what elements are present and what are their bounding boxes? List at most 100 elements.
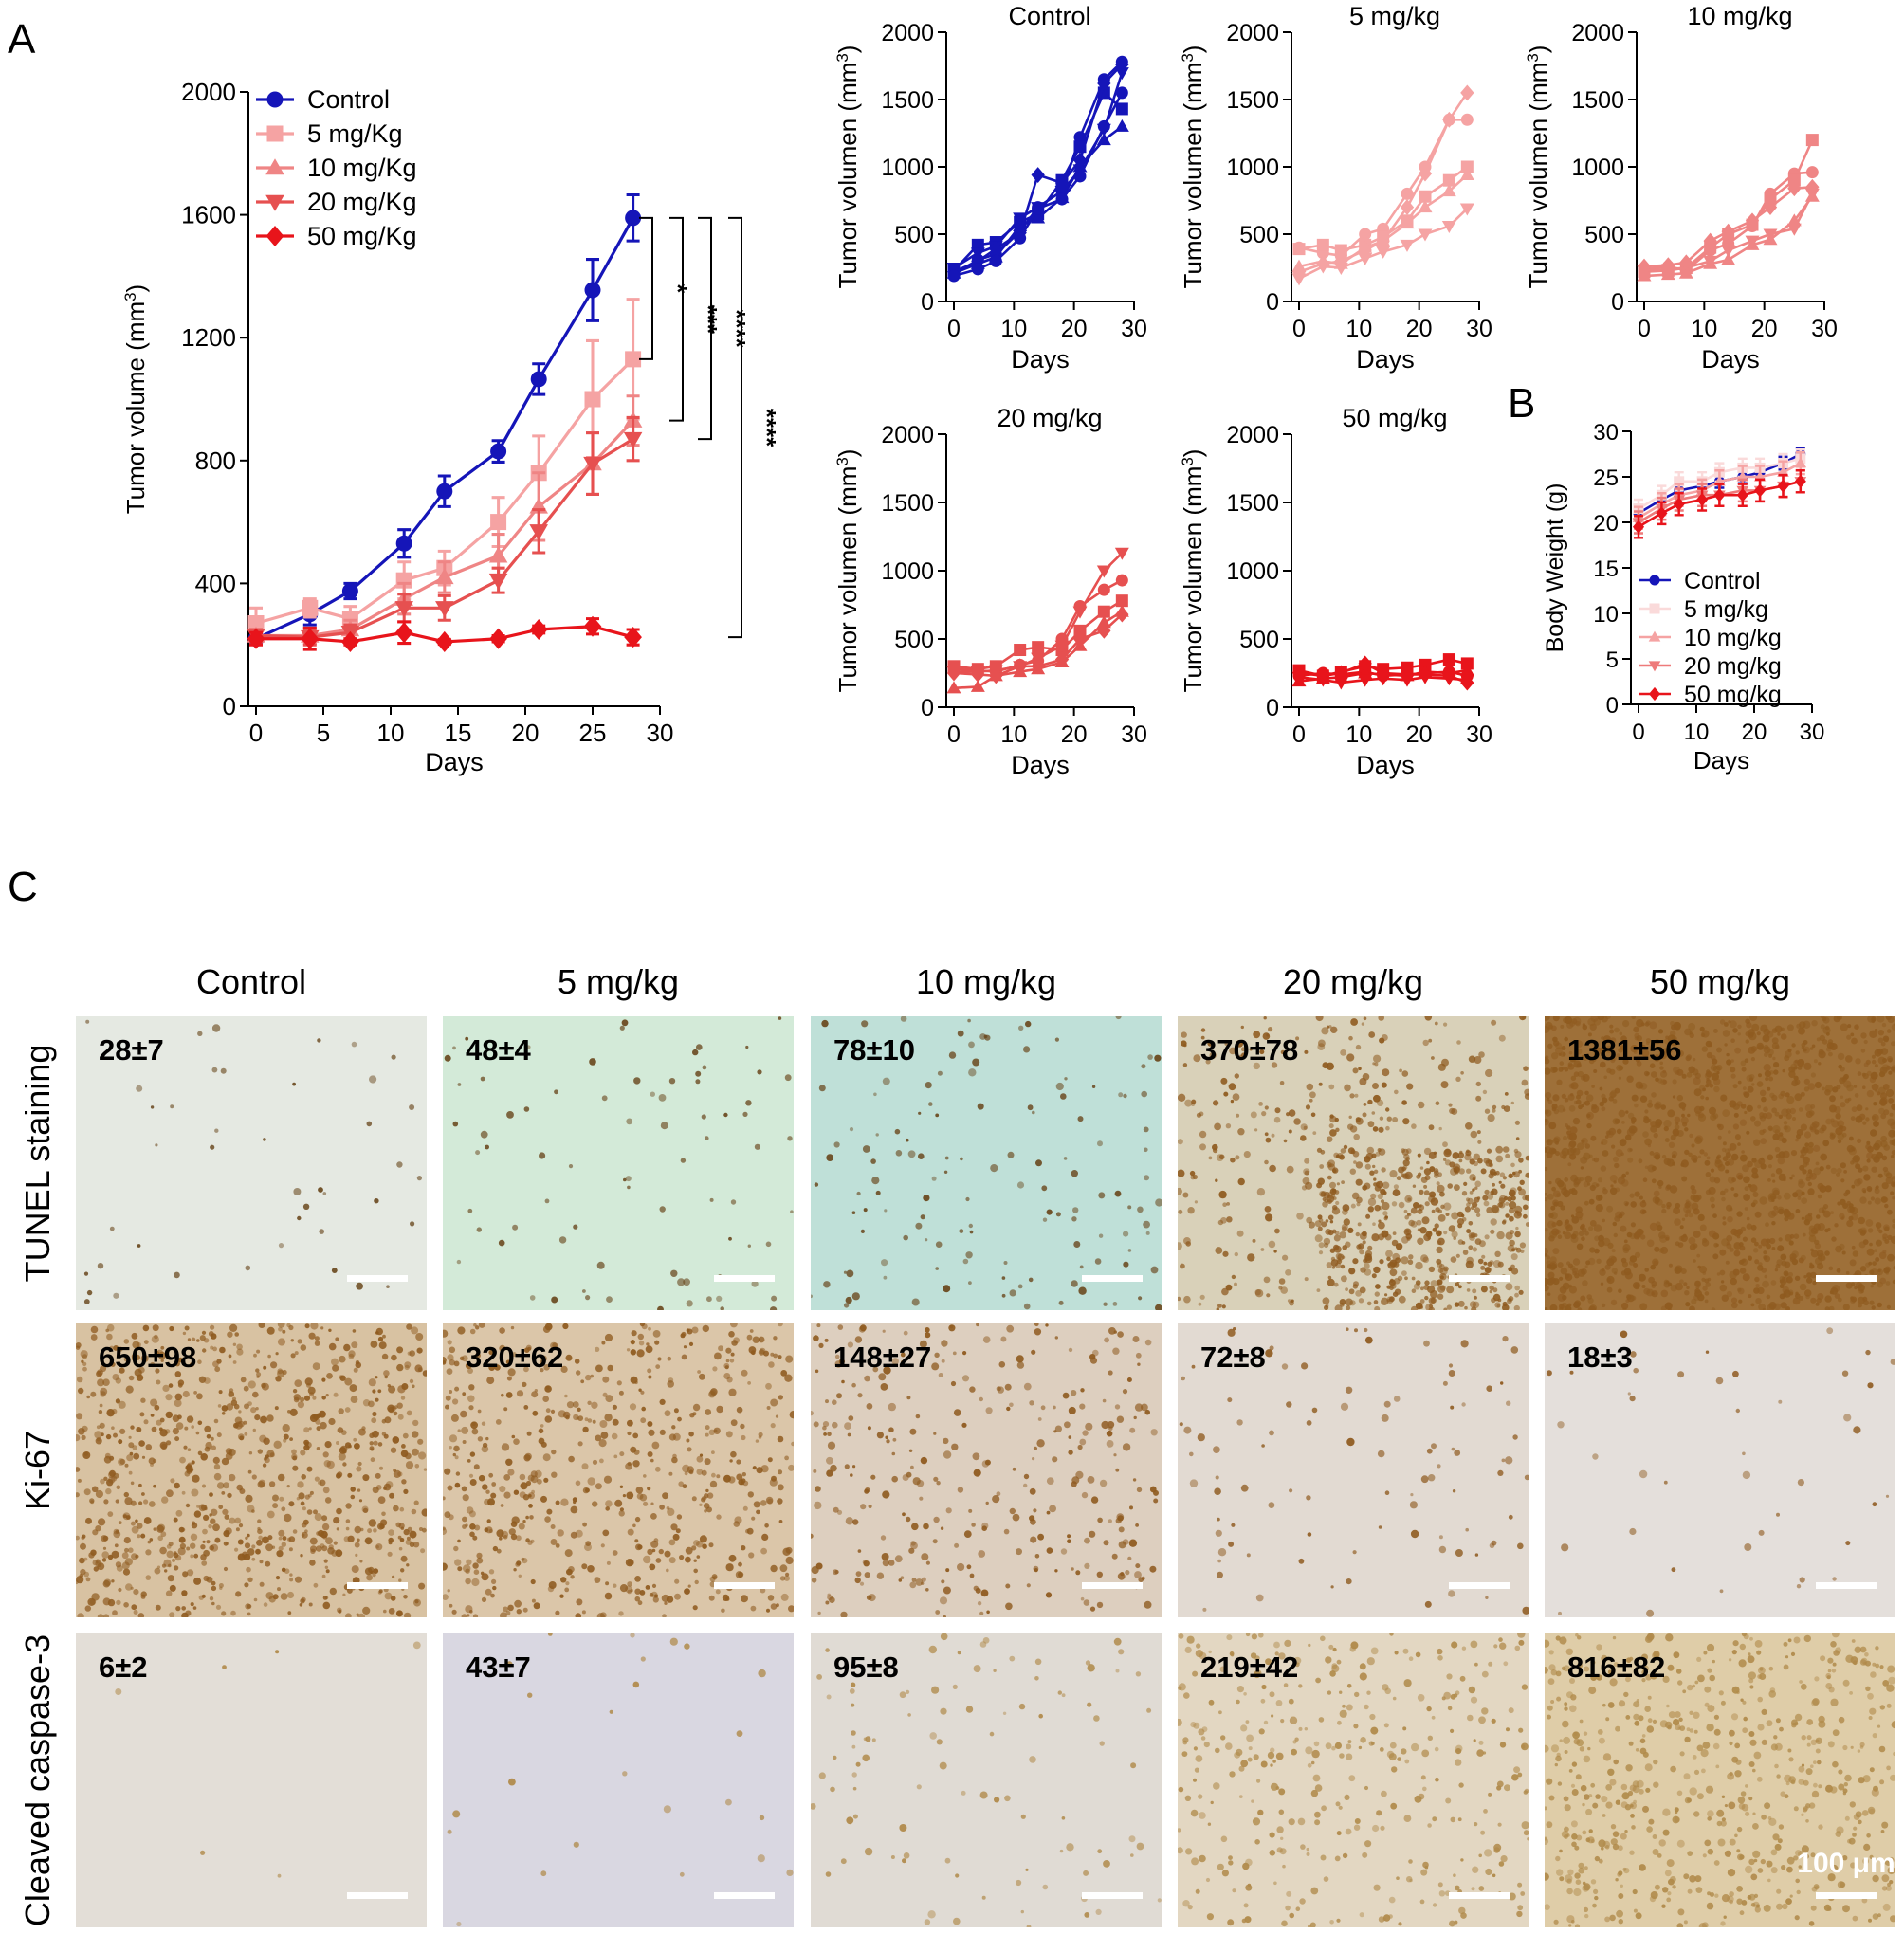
nucleus xyxy=(650,1091,655,1097)
nucleus xyxy=(1327,1278,1335,1286)
nucleus xyxy=(943,1285,951,1293)
nucleus xyxy=(1502,1176,1507,1180)
nucleus xyxy=(661,1594,669,1602)
nucleus xyxy=(1547,1292,1551,1296)
nucleus xyxy=(788,1464,794,1471)
nucleus xyxy=(577,1407,581,1413)
nucleus xyxy=(671,1456,678,1464)
nucleus xyxy=(566,1401,575,1409)
nucleus xyxy=(1873,1121,1879,1127)
nucleus xyxy=(619,1584,629,1593)
nucleus xyxy=(664,1410,671,1417)
nucleus xyxy=(83,1271,89,1276)
nucleus xyxy=(338,1408,344,1414)
nucleus xyxy=(378,1341,387,1350)
nucleus xyxy=(1419,1227,1427,1234)
nucleus xyxy=(174,1399,182,1408)
nucleus xyxy=(527,1540,533,1545)
nucleus xyxy=(1617,1177,1626,1185)
nucleus xyxy=(309,1537,318,1545)
nucleus xyxy=(1058,1300,1064,1305)
nucleus xyxy=(1625,1110,1629,1114)
nucleus xyxy=(510,1325,515,1330)
nucleus xyxy=(443,1562,448,1571)
x-tick-label: 20 xyxy=(1406,316,1433,342)
nucleus xyxy=(1734,1047,1741,1054)
count-label: 370±78 xyxy=(1200,1033,1298,1067)
nucleus xyxy=(466,1559,472,1566)
nucleus xyxy=(1639,1095,1648,1103)
nucleus xyxy=(1525,1155,1529,1161)
nucleus xyxy=(1699,1105,1705,1112)
nucleus xyxy=(113,1292,119,1299)
nucleus xyxy=(1877,1268,1884,1276)
nucleus xyxy=(1701,1030,1710,1038)
nucleus xyxy=(1431,1056,1435,1060)
nucleus xyxy=(1609,1029,1615,1034)
nucleus xyxy=(1716,1065,1723,1071)
nucleus xyxy=(852,1465,856,1469)
nucleus xyxy=(123,1491,129,1498)
nucleus xyxy=(369,1441,374,1446)
nucleus xyxy=(1803,1275,1807,1279)
nucleus xyxy=(1220,1077,1228,1085)
nucleus xyxy=(1766,1112,1773,1120)
nucleus xyxy=(467,1459,471,1463)
nucleus xyxy=(1803,1131,1812,1139)
nucleus xyxy=(1352,1258,1359,1265)
nucleus xyxy=(1492,1206,1500,1214)
nucleus xyxy=(1381,1297,1389,1306)
nucleus xyxy=(705,1409,712,1415)
nucleus xyxy=(1328,1123,1334,1129)
nucleus xyxy=(1247,1253,1255,1262)
nucleus xyxy=(1866,1152,1874,1159)
y-axis-label: Tumor volumen (mm3) xyxy=(1179,46,1208,289)
data-point xyxy=(946,665,961,682)
nucleus xyxy=(1711,1072,1719,1081)
nucleus xyxy=(1025,1020,1032,1028)
data-point xyxy=(1400,216,1415,229)
nucleus xyxy=(160,1531,167,1538)
x-tick-label: 0 xyxy=(1632,720,1644,745)
nucleus xyxy=(503,1474,511,1481)
nucleus xyxy=(1356,1244,1362,1250)
nucleus xyxy=(875,1133,879,1137)
nucleus xyxy=(1077,1444,1083,1450)
nucleus xyxy=(247,1401,252,1406)
nucleus xyxy=(518,1523,525,1530)
nucleus xyxy=(90,1334,98,1341)
nucleus xyxy=(1566,1021,1574,1029)
nucleus xyxy=(81,1535,85,1541)
nucleus xyxy=(1497,1261,1504,1268)
nucleus xyxy=(1604,1264,1611,1270)
nucleus xyxy=(1016,1181,1025,1189)
nucleus xyxy=(1419,1305,1423,1309)
nucleus xyxy=(741,1595,748,1603)
nucleus xyxy=(631,1330,637,1337)
nucleus xyxy=(1572,1117,1581,1125)
nucleus xyxy=(499,1327,505,1334)
nucleus xyxy=(746,1334,753,1341)
nucleus xyxy=(304,1377,313,1386)
nucleus xyxy=(604,1414,613,1422)
nucleus xyxy=(1773,1303,1782,1310)
nucleus xyxy=(1458,1158,1463,1163)
nucleus xyxy=(875,1190,881,1195)
nucleus xyxy=(1874,1049,1882,1057)
nucleus xyxy=(201,1560,208,1566)
nucleus xyxy=(1410,1220,1418,1228)
nucleus xyxy=(1428,1231,1432,1235)
nucleus xyxy=(300,1344,307,1351)
nucleus xyxy=(1510,1264,1515,1269)
nucleus xyxy=(585,1295,591,1301)
nucleus xyxy=(1361,1022,1365,1026)
nucleus xyxy=(449,1359,455,1366)
nucleus xyxy=(1474,1207,1481,1213)
nucleus xyxy=(1355,1117,1362,1122)
nucleus xyxy=(135,1519,138,1523)
nucleus xyxy=(1354,1093,1359,1098)
nucleus xyxy=(765,1241,772,1248)
nucleus xyxy=(1016,1361,1025,1369)
nucleus xyxy=(957,1030,964,1037)
